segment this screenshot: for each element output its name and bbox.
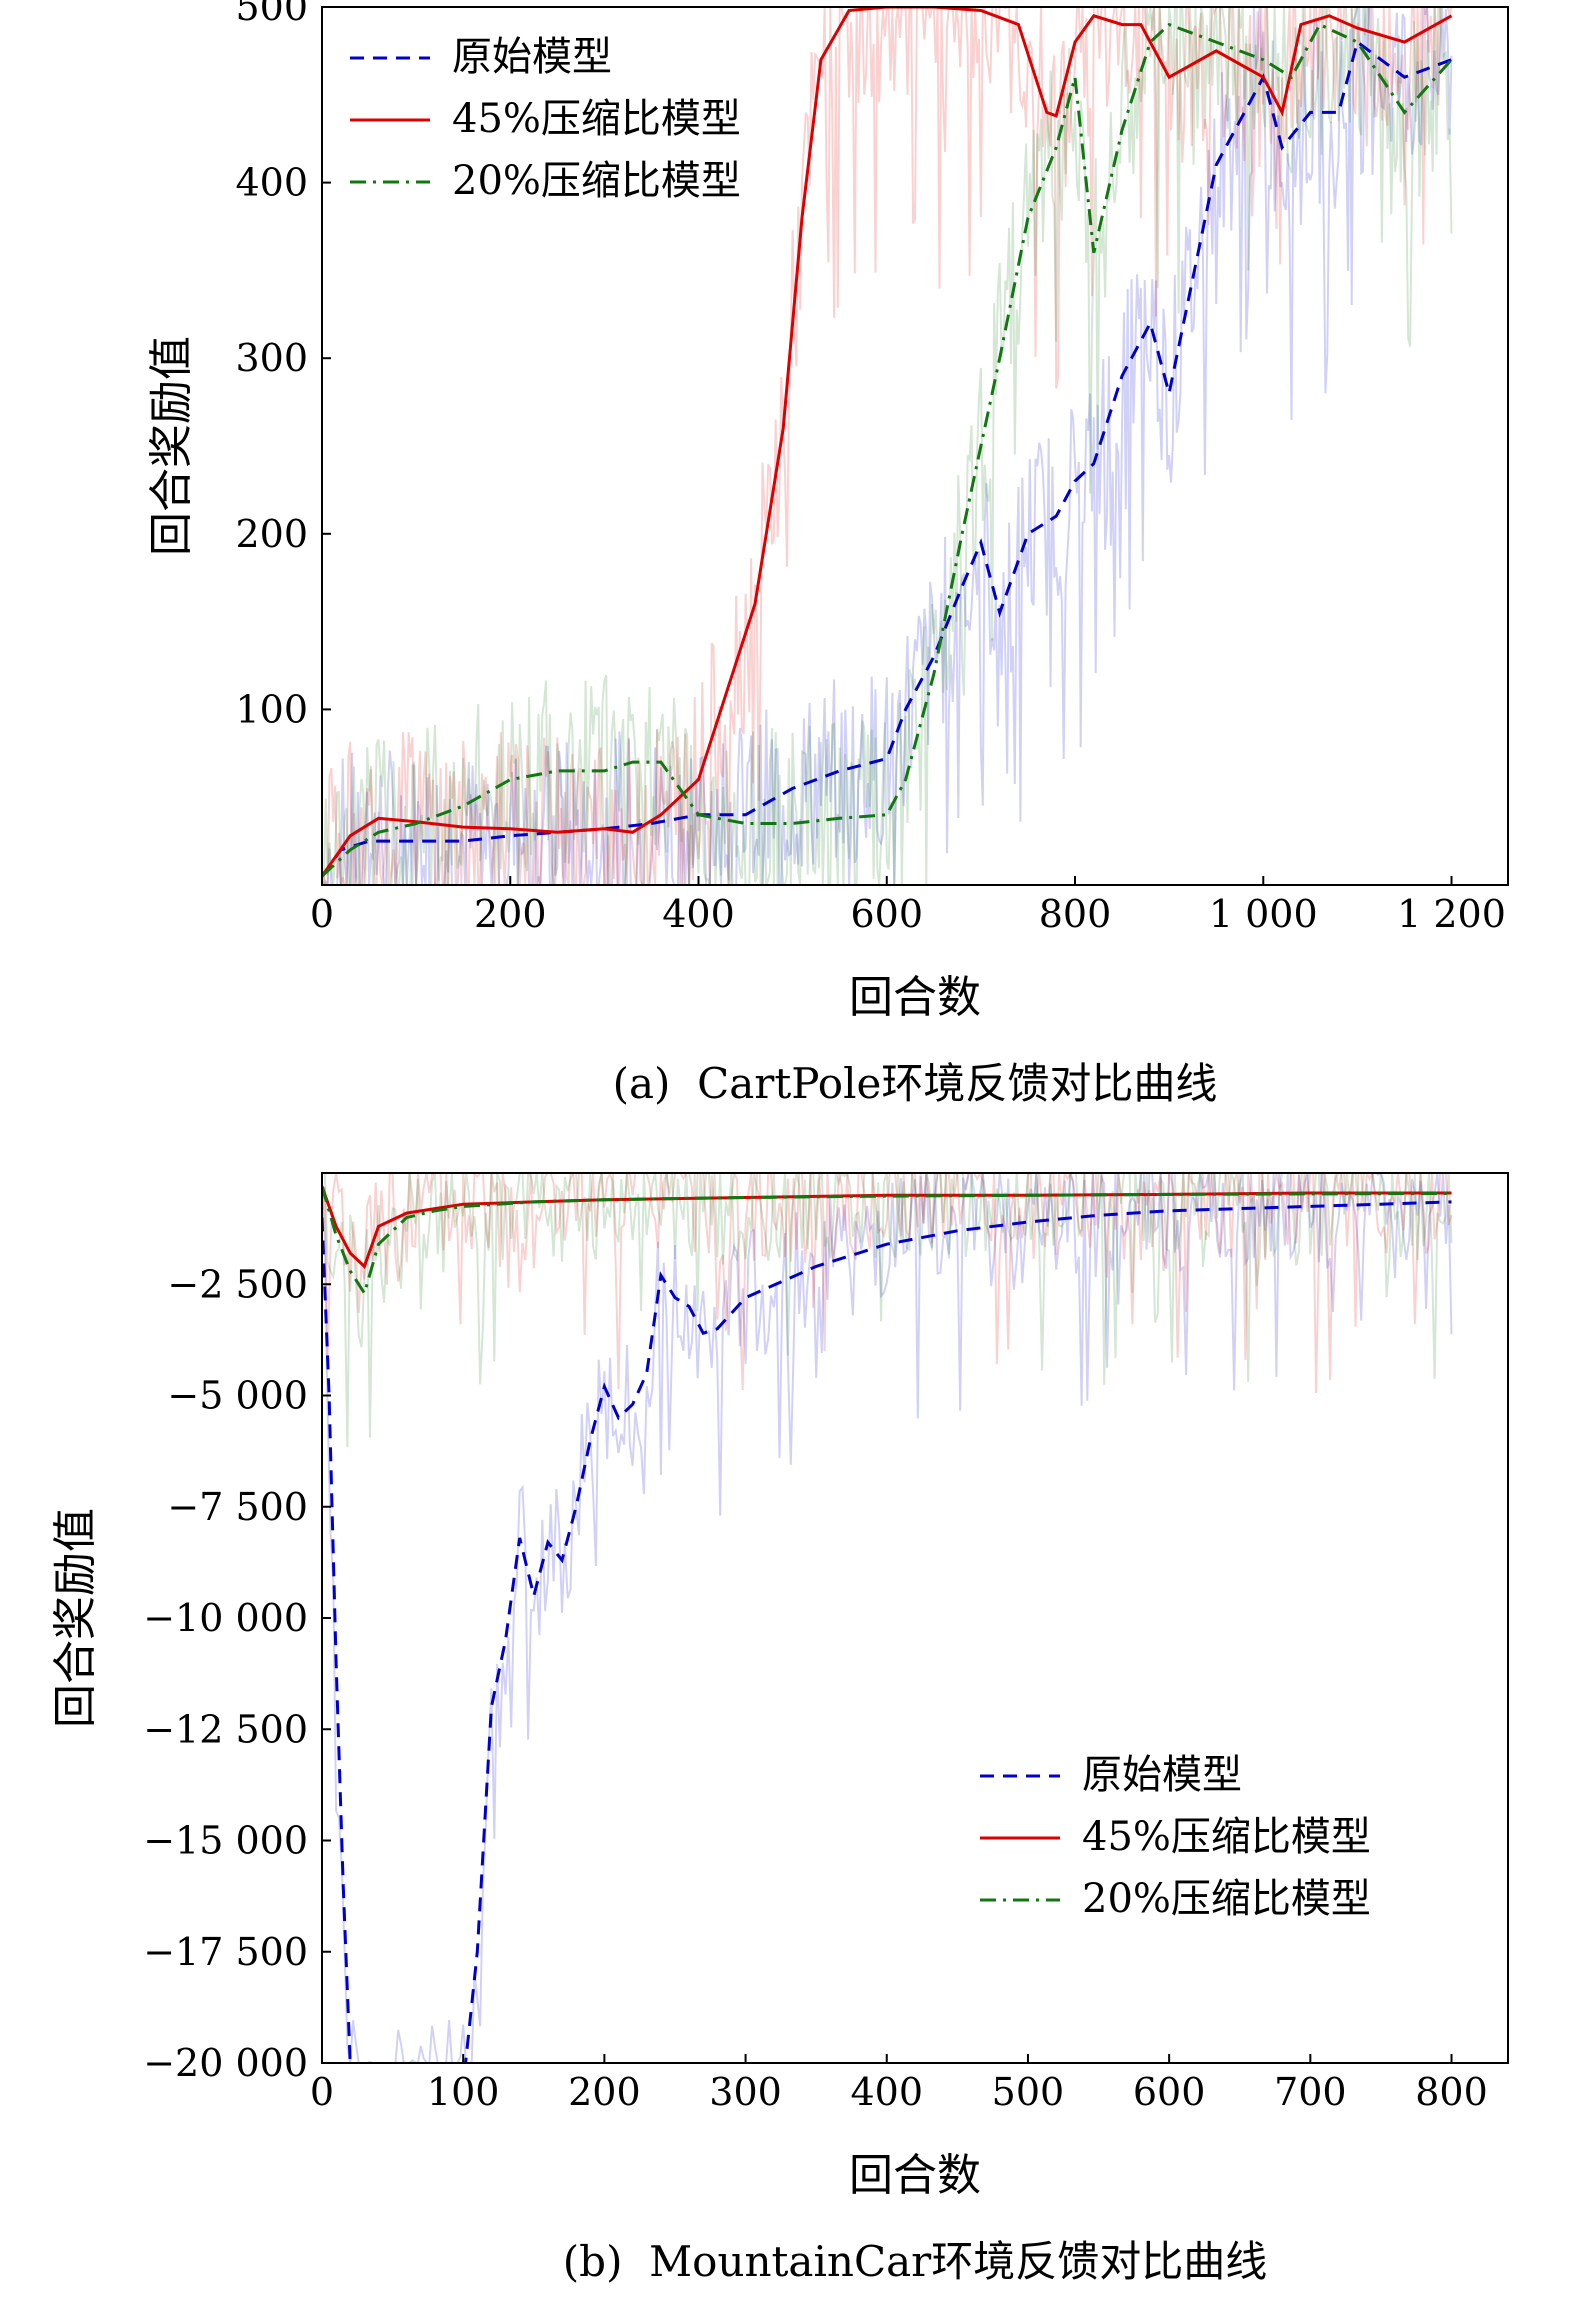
y-ticks: −2 500 −5 000 −7 500 −10 000 −12 500 −15 000 −… (143, 1262, 331, 2085)
raw-trace-1 (322, 7, 1453, 885)
series-line-1 (322, 7, 1453, 878)
chart-caption: (a) CartPole环境反馈对比曲线 (613, 1059, 1218, 1108)
raw-trace-2 (322, 1173, 1453, 1448)
y-tick-label: −17 500 (143, 1930, 308, 1974)
raw-trace-0 (322, 1173, 1453, 2063)
x-tick-label: 400 (662, 892, 735, 936)
chart-cartpole: 0 200 400 600 800 1 000 1 200 100200300400500 … (146, 0, 1509, 1108)
raw-trace-0 (322, 7, 1453, 885)
y-tick-label: 200 (235, 512, 308, 556)
y-tick-label: −12 500 (143, 1707, 308, 1751)
series-line-0 (322, 1200, 1452, 2063)
legend: 原始模型 45%压缩比模型 20%压缩比模型 (980, 1752, 1371, 1922)
y-tick-label: −15 000 (143, 1819, 308, 1863)
series-line-2 (322, 22, 1453, 878)
x-tick-label: 1 200 (1397, 892, 1506, 936)
y-axis-label: 回合奖励值 (146, 336, 197, 556)
x-tick-label: 800 (1039, 892, 1112, 936)
x-tick-label: 1 000 (1209, 892, 1318, 936)
x-tick-label: 0 (310, 2070, 334, 2114)
x-tick-label: 200 (568, 2070, 641, 2114)
y-tick-label: −2 500 (167, 1262, 308, 1306)
y-tick-label: −10 000 (143, 1596, 308, 1640)
y-tick-label: −5 000 (167, 1374, 308, 1418)
y-tick-label: −7 500 (167, 1485, 308, 1529)
noise-layer (322, 1173, 1453, 2063)
x-tick-label: 300 (709, 2070, 782, 2114)
y-tick-label: 100 (235, 687, 308, 731)
x-tick-label: 500 (992, 2070, 1065, 2114)
legend-label: 45%压缩比模型 (452, 96, 741, 142)
y-tick-label: 300 (235, 336, 308, 380)
x-tick-label: 600 (850, 892, 923, 936)
plot-frame (321, 1172, 1509, 2064)
chart-caption: (b) MountainCar环境反馈对比曲线 (563, 2237, 1267, 2286)
plot-frame (321, 6, 1509, 886)
x-tick-label: 800 (1415, 2070, 1488, 2114)
legend-label: 20%压缩比模型 (452, 158, 741, 204)
legend-label: 20%压缩比模型 (1082, 1876, 1371, 1922)
y-ticks: 100 200 300 400 500 (235, 0, 331, 731)
chart-mountaincar: 0 100 200 300 400 500 600 700 800 −2 500 −5 000 −7… (50, 1172, 1509, 2286)
x-tick-label: 0 (310, 892, 334, 936)
legend-label: 45%压缩比模型 (1082, 1814, 1371, 1860)
x-tick-label: 400 (850, 2070, 923, 2114)
x-tick-label: 700 (1274, 2070, 1347, 2114)
legend-label: 原始模型 (452, 34, 612, 80)
x-axis-label: 回合数 (849, 2150, 981, 2201)
x-tick-label: 600 (1133, 2070, 1206, 2114)
legend: 原始模型 45%压缩比模型 20%压缩比模型 (350, 34, 741, 204)
x-ticks: 0 200 400 600 800 1 000 1 200 (310, 876, 1506, 936)
x-tick-label: 200 (474, 892, 547, 936)
series-layer (322, 1185, 1452, 2063)
x-tick-label: 100 (427, 2070, 500, 2114)
series-layer (322, 7, 1453, 878)
raw-trace-2 (322, 7, 1453, 885)
y-axis-label: 回合奖励值 (50, 1508, 101, 1728)
raw-trace-1 (322, 1173, 1453, 1394)
y-tick-label: −20 000 (143, 2041, 308, 2085)
y-tick-label: 400 (235, 161, 308, 205)
x-ticks: 0 100 200 300 400 500 600 700 800 (310, 2054, 1488, 2114)
series-line-2 (322, 1185, 1452, 1297)
legend-label: 原始模型 (1082, 1752, 1242, 1798)
x-axis-label: 回合数 (849, 972, 981, 1023)
y-tick-label: 500 (235, 0, 308, 29)
noise-layer (322, 7, 1453, 885)
